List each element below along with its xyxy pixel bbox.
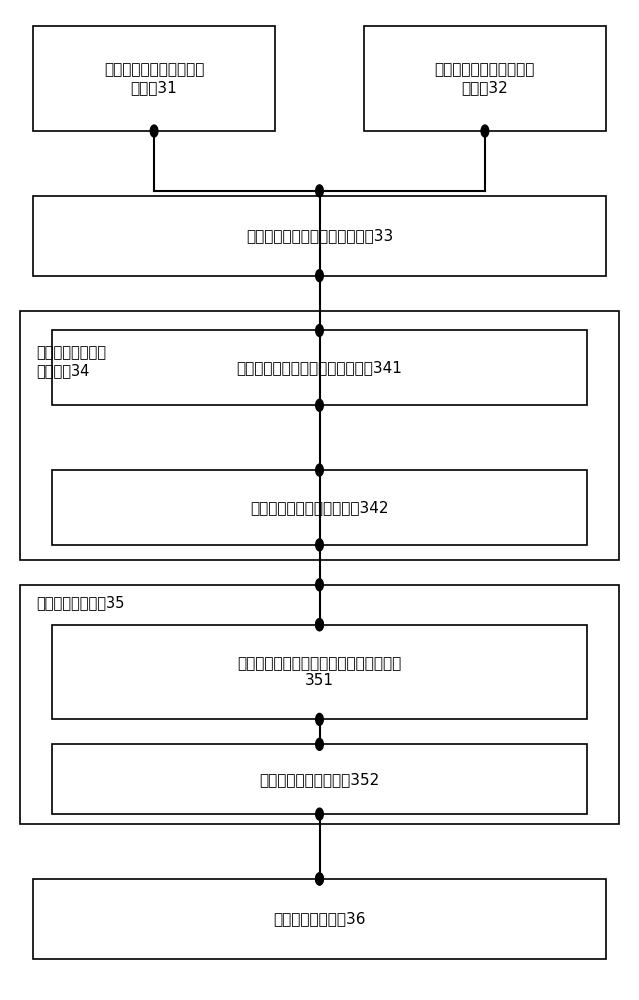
Text: 延时电路设置单元35: 延时电路设置单元35 (36, 595, 125, 610)
FancyBboxPatch shape (52, 744, 587, 814)
Text: 单个延时电路个数获取模块342: 单个延时电路个数获取模块342 (250, 500, 389, 515)
FancyBboxPatch shape (33, 196, 606, 276)
Circle shape (316, 619, 323, 631)
Circle shape (316, 713, 323, 725)
Circle shape (316, 185, 323, 197)
Circle shape (316, 808, 323, 820)
FancyBboxPatch shape (52, 330, 587, 405)
Circle shape (316, 873, 323, 885)
Text: 单个延时电路串联模块352: 单个延时电路串联模块352 (259, 772, 380, 787)
Text: 仿真信号时序偏差时间测
量单元31: 仿真信号时序偏差时间测 量单元31 (104, 62, 204, 95)
Text: 仿真信号时序偏差时间校准单元33: 仿真信号时序偏差时间校准单元33 (246, 228, 393, 243)
Text: 单个延时电路的延时时间测量模块341: 单个延时电路的延时时间测量模块341 (236, 360, 403, 375)
FancyBboxPatch shape (364, 26, 606, 131)
FancyBboxPatch shape (20, 585, 619, 824)
FancyBboxPatch shape (52, 470, 587, 545)
Circle shape (316, 579, 323, 591)
Circle shape (316, 619, 323, 631)
Text: 单个延时电路个数
确定单元34: 单个延时电路个数 确定单元34 (36, 345, 106, 378)
FancyBboxPatch shape (33, 879, 606, 959)
Circle shape (316, 539, 323, 551)
Circle shape (316, 464, 323, 476)
Circle shape (316, 324, 323, 336)
Circle shape (316, 738, 323, 750)
FancyBboxPatch shape (20, 311, 619, 560)
Circle shape (316, 270, 323, 282)
FancyBboxPatch shape (52, 625, 587, 719)
Circle shape (481, 125, 489, 137)
Circle shape (316, 873, 323, 885)
FancyBboxPatch shape (33, 26, 275, 131)
Text: 时序偏差时间所需延时电路个数确定模块
351: 时序偏差时间所需延时电路个数确定模块 351 (237, 656, 402, 688)
Circle shape (316, 399, 323, 411)
Text: 实际信号时序偏差时间测
量单元32: 实际信号时序偏差时间测 量单元32 (435, 62, 535, 95)
Circle shape (150, 125, 158, 137)
Text: 时序偏差补偿单元36: 时序偏差补偿单元36 (273, 911, 366, 926)
